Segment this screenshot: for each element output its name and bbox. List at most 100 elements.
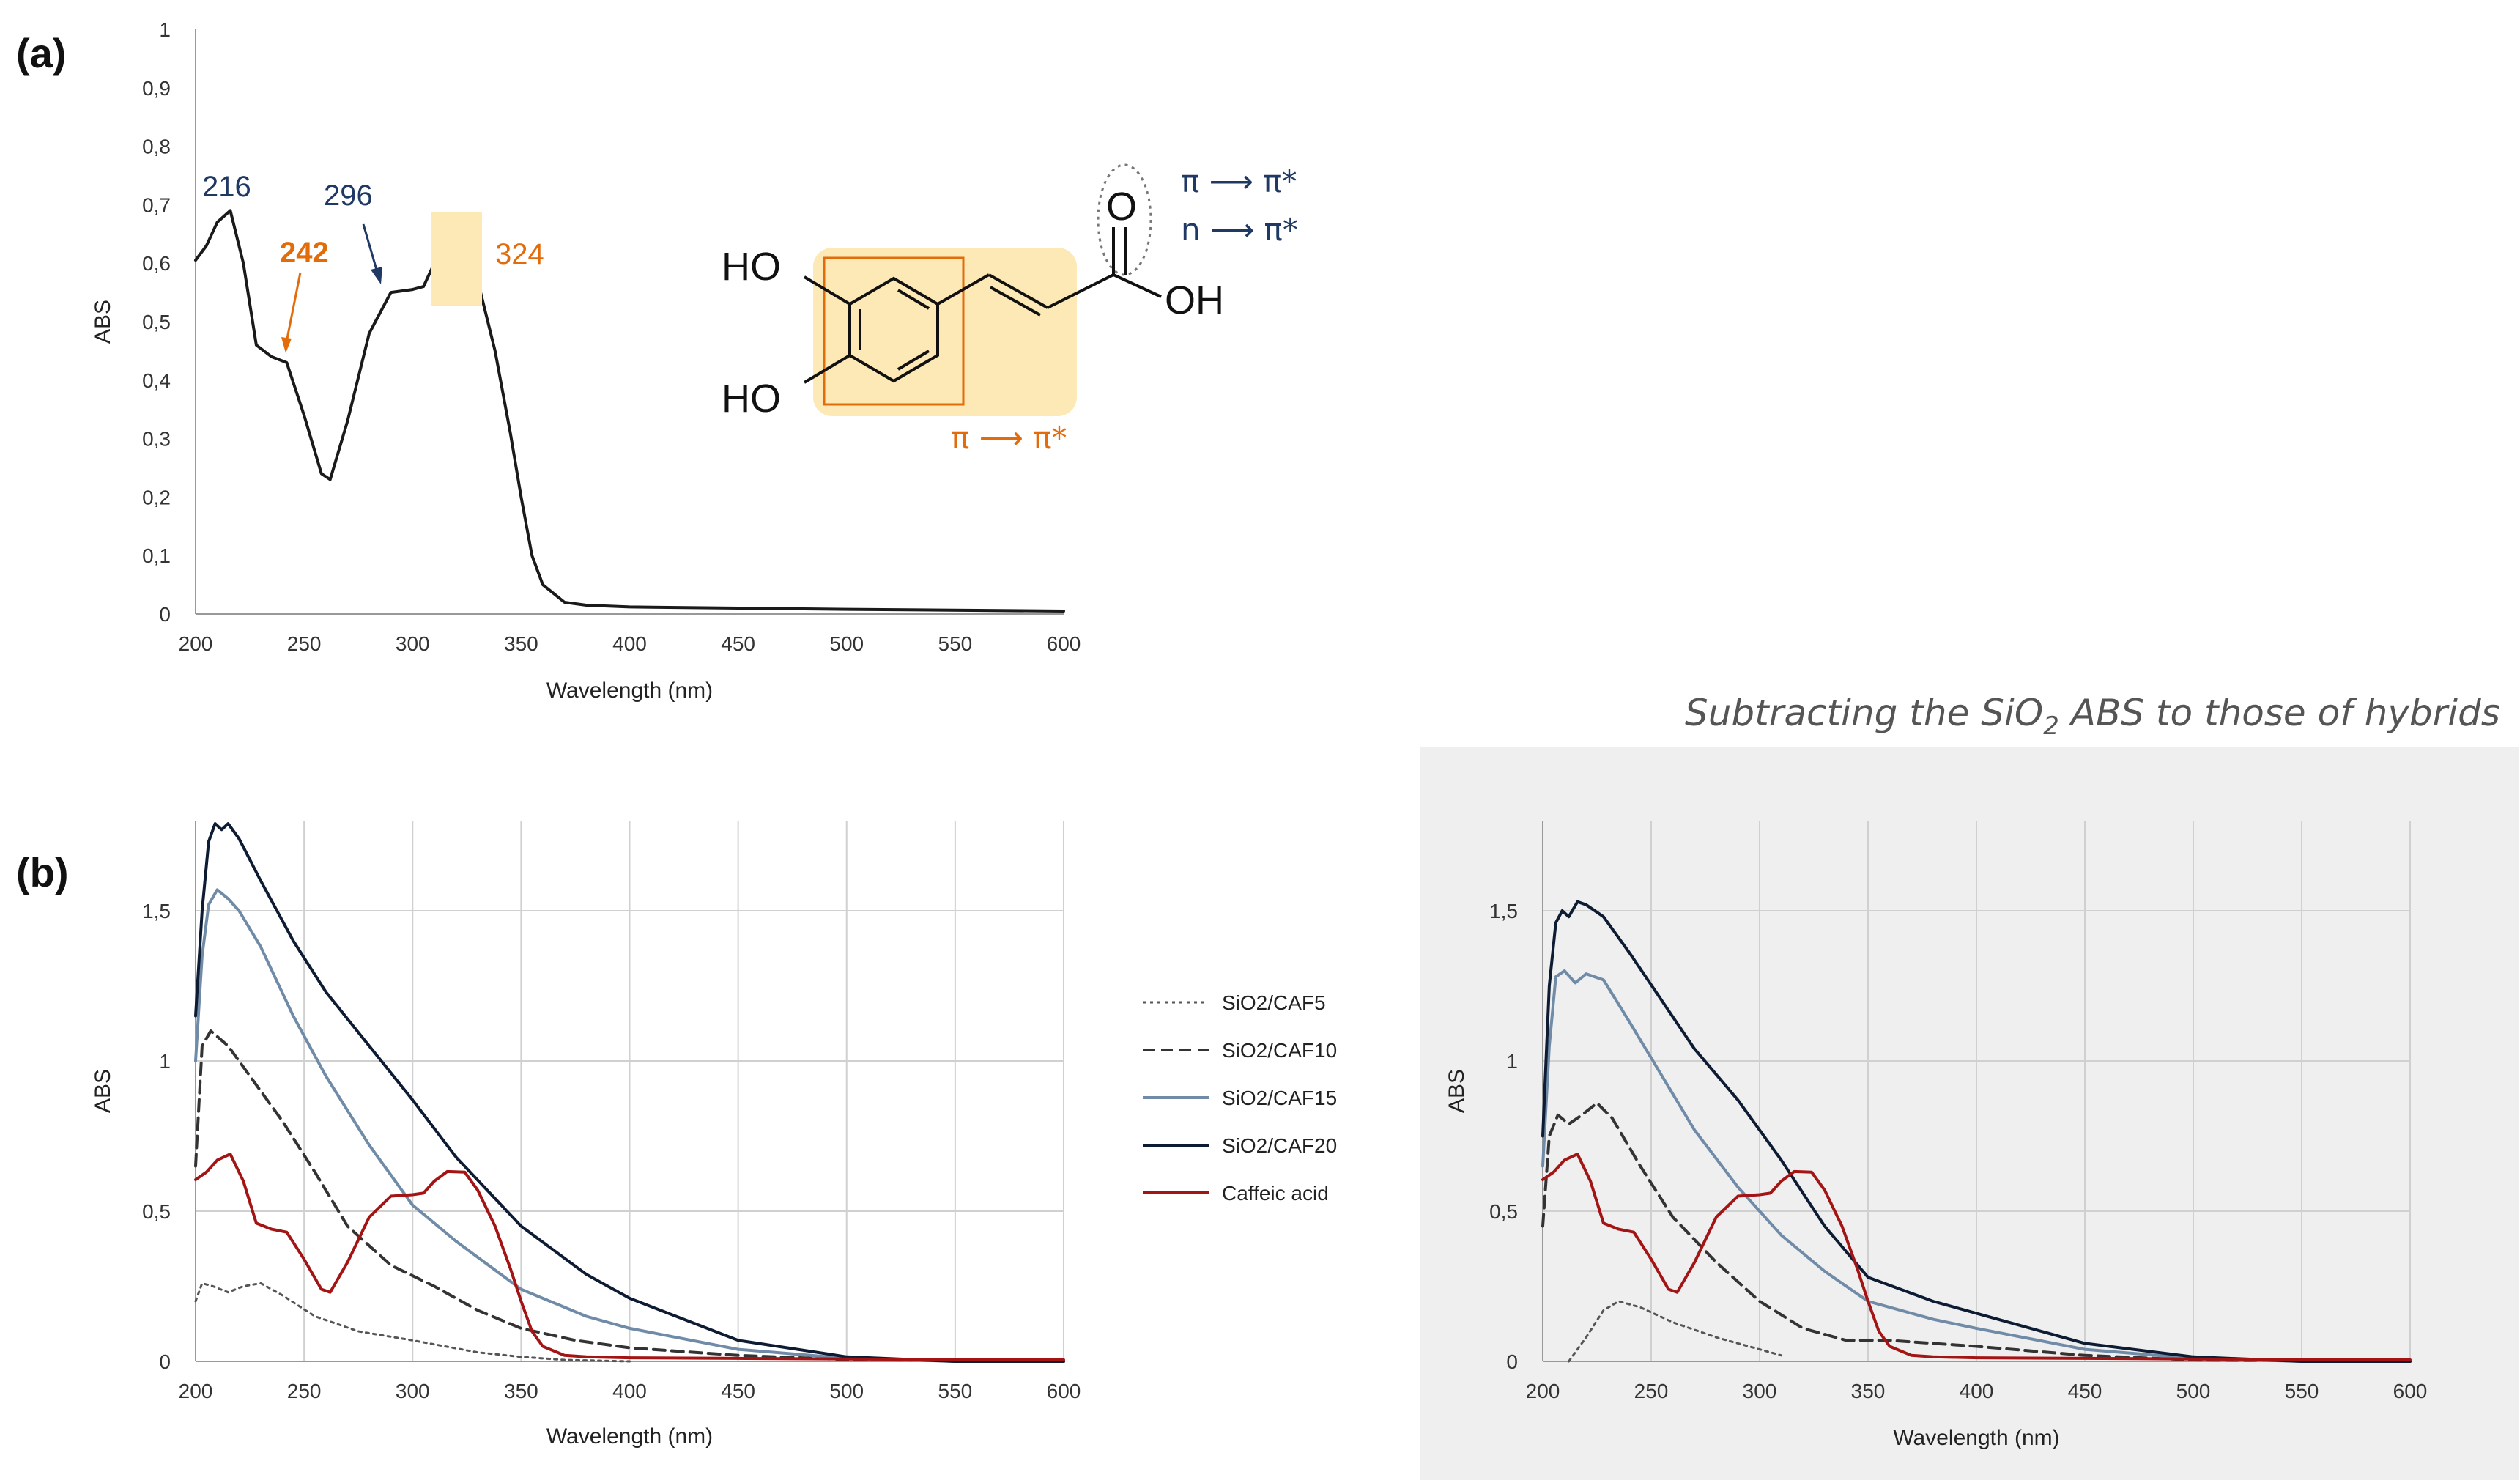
chart-a-ytick-6: 0,6 (142, 252, 171, 275)
chart-c-series-caffeic-acid (1541, 1153, 2412, 1361)
chart-c-xtick-250: 250 (1634, 1380, 1669, 1402)
chart-b-xtick-550: 550 (938, 1380, 973, 1402)
peak-annotations: 216 242 296 324 (202, 171, 544, 353)
chart-c-xtick-350: 350 (1851, 1380, 1886, 1402)
chart-b-xtick-250: 250 (287, 1380, 322, 1402)
panel-a-label: (a) (16, 30, 66, 76)
chart-b-hybrid-spectra: 200 250 300 350 400 450 500 550 600 0 0,5 1 1,5 Wavel… (91, 821, 1081, 1449)
chart-b-ytick-0: 0 (159, 1350, 171, 1373)
chart-b-series-caffeic-acid (194, 1153, 1065, 1361)
chart-c-series-sio2-caf10 (1541, 1101, 2412, 1363)
chart-b-xtick-200: 200 (179, 1380, 213, 1402)
legend-label-1: SiO2/CAF10 (1222, 1039, 1337, 1062)
chart-c-xtick-600: 600 (2393, 1380, 2428, 1402)
transition-n-pi-star: n ⟶ π* (1181, 212, 1298, 248)
chart-b-xtick-450: 450 (721, 1380, 755, 1402)
chart-c-xlabel: Wavelength (nm) (1893, 1426, 2059, 1450)
subtraction-note-subscript: 2 (2043, 711, 2059, 741)
caffeic-acid-structure: HO HO OH O π ⟶ π* n ⟶ π* π ⟶ π* (722, 163, 1298, 456)
chart-b-xtick-300: 300 (396, 1380, 430, 1402)
chart-a-ytick-8: 0,8 (142, 136, 171, 158)
chart-a-ytick-2: 0,2 (142, 486, 171, 508)
chart-b-series-sio2-caf20 (194, 822, 1065, 1363)
vinyl-double-bond (988, 273, 1048, 309)
chart-a-ytick-4: 0,4 (142, 369, 171, 392)
vinyl-double-bond-inner (990, 286, 1041, 317)
chart-c-series-sio2-caf5 (1568, 1300, 1783, 1363)
chart-b-ylabel: ABS (91, 1069, 115, 1113)
peak-324-highlight (431, 212, 482, 306)
chart-b-series-sio2-caf15 (194, 888, 1065, 1363)
legend-label-4: Caffeic acid (1222, 1182, 1329, 1205)
chart-c-ylabel: ABS (1445, 1069, 1469, 1113)
peak-296-label: 296 (324, 180, 373, 212)
chart-b-xlabel: Wavelength (nm) (546, 1424, 713, 1449)
peak-296-arrow-shaft (362, 223, 378, 270)
chart-a-xtick-400: 400 (612, 632, 647, 655)
peak-242-label: 242 (280, 237, 329, 269)
chart-a-xtick-300: 300 (396, 632, 430, 655)
chart-a-ytick-7: 0,7 (142, 193, 171, 216)
chart-a-xtick-450: 450 (721, 632, 755, 655)
oh-text: OH (1165, 278, 1224, 322)
peak-324-label: 324 (495, 238, 544, 270)
chart-c-ytick-3: 1,5 (1489, 900, 1518, 922)
structure-bonds (803, 227, 1162, 384)
chart-a-ytick-9: 0,9 (142, 77, 171, 100)
chart-a-xtick-350: 350 (504, 632, 538, 655)
vinyl-bond-1 (937, 273, 990, 306)
legend-label-3: SiO2/CAF20 (1222, 1134, 1337, 1157)
chart-a-ytick-10: 1 (159, 18, 171, 41)
chart-b-series-sio2-caf5 (194, 1282, 631, 1363)
ho-bottom-text: HO (722, 377, 781, 421)
chart-c-ytick-2: 1 (1506, 1050, 1518, 1073)
legend-label-0: SiO2/CAF5 (1222, 991, 1326, 1014)
chart-c-ytick-0: 0 (1506, 1350, 1518, 1373)
transition-pi-pi-star-carbonyl: π ⟶ π* (1181, 163, 1297, 199)
chart-a-ytick-0: 0 (159, 603, 171, 626)
chart-c-xtick-550: 550 (2285, 1380, 2319, 1402)
subtraction-note: Subtracting the SiO2 ABS to those of hyb… (1685, 692, 2500, 741)
chart-c-xtick-200: 200 (1526, 1380, 1560, 1402)
chart-b-xtick-600: 600 (1047, 1380, 1081, 1402)
chart-a-xtick-600: 600 (1047, 632, 1081, 655)
hydroxyl-bond (1113, 273, 1162, 298)
chart-c-ytick-1: 0,5 (1489, 1200, 1518, 1223)
o-text: O (1106, 185, 1137, 229)
ho-top-bond (803, 275, 851, 306)
benzene-inner-bond-1 (897, 289, 930, 310)
chart-a-uv-spectrum: 200 250 300 350 400 450 500 550 600 0 0,1 0,2 0,3 0,4… (91, 18, 1081, 703)
legend-label-2: SiO2/CAF15 (1222, 1087, 1337, 1109)
peak-242-arrow-head (281, 337, 292, 353)
chart-c-series-sio2-caf20 (1541, 900, 2412, 1363)
chart-a-xtick-250: 250 (287, 632, 322, 655)
chart-a-ylabel: ABS (91, 300, 115, 344)
chart-b-legend: SiO2/CAF5 SiO2/CAF10 SiO2/CAF15 SiO2/CAF20 C… (1143, 991, 1337, 1205)
chart-b-ytick-1: 0,5 (142, 1200, 171, 1223)
chart-a-xtick-500: 500 (829, 632, 864, 655)
carboxyl-bond (1047, 273, 1114, 309)
carbonyl-ellipse (1097, 163, 1152, 276)
chart-c-xtick-300: 300 (1743, 1380, 1777, 1402)
chart-b-ytick-2: 1 (159, 1050, 171, 1073)
ho-top-text: HO (722, 245, 781, 289)
aromatic-ring-box (823, 256, 965, 406)
chart-b-xtick-400: 400 (612, 1380, 647, 1402)
subtraction-note-suffix: ABS to those of hybrids (2059, 692, 2500, 734)
benzene-inner-bond-2 (897, 350, 930, 371)
subtraction-note-prefix: Subtracting the SiO (1685, 692, 2043, 734)
chart-a-xtick-550: 550 (938, 632, 973, 655)
peak-296-arrow-head (371, 267, 382, 284)
chart-a-xlabel: Wavelength (nm) (546, 678, 713, 703)
peak-216-label: 216 (202, 171, 251, 203)
chart-a-ytick-5: 0,5 (142, 311, 171, 333)
chart-b-xtick-500: 500 (829, 1380, 864, 1402)
conjugation-highlight (813, 248, 1077, 416)
chart-a-xtick-200: 200 (179, 632, 213, 655)
chart-a-ytick-3: 0,3 (142, 428, 171, 451)
panel-b-label: (b) (16, 849, 69, 895)
chart-c-xtick-400: 400 (1960, 1380, 1994, 1402)
transition-pi-pi-star-aromatic: π ⟶ π* (951, 420, 1067, 456)
chart-b-ytick-3: 1,5 (142, 900, 171, 922)
